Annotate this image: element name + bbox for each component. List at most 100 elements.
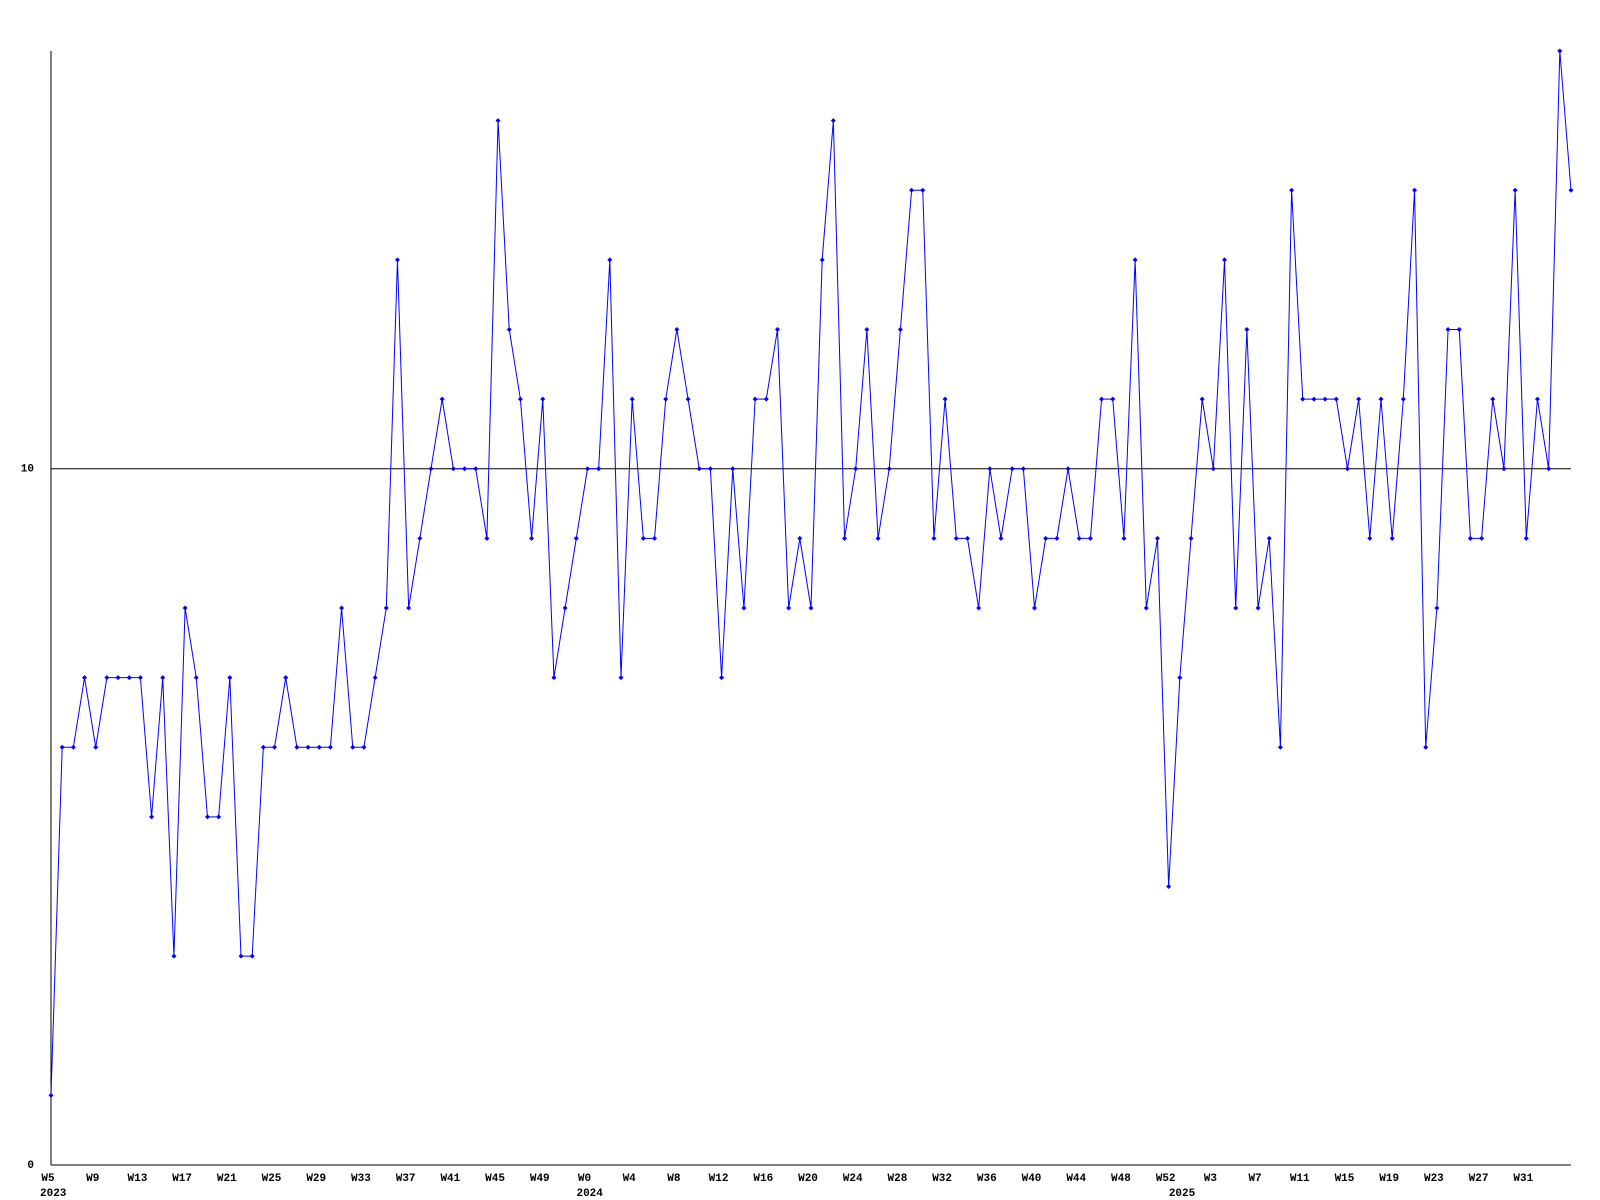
point-marker	[618, 675, 624, 681]
point-marker	[942, 396, 948, 402]
x-tick-label: W28	[888, 1173, 908, 1185]
point-marker	[1009, 466, 1015, 472]
point-marker	[48, 1092, 54, 1098]
point-marker	[719, 675, 725, 681]
point-marker	[976, 605, 982, 611]
point-marker	[1177, 675, 1183, 681]
point-marker	[842, 535, 848, 541]
point-marker	[238, 953, 244, 959]
point-marker	[1412, 187, 1418, 193]
point-marker	[584, 466, 590, 472]
x-tick-label: W7	[1248, 1173, 1261, 1185]
point-marker	[59, 744, 65, 750]
point-marker	[663, 396, 669, 402]
point-marker	[774, 327, 780, 332]
point-marker	[1300, 396, 1306, 402]
point-marker	[529, 535, 535, 541]
x-tick-label: W32	[932, 1173, 952, 1185]
point-marker	[696, 466, 702, 472]
point-marker	[1210, 466, 1216, 472]
point-marker	[517, 396, 523, 402]
x-tick-label: W40	[1022, 1173, 1042, 1185]
x-tick-label: W23	[1424, 1173, 1444, 1185]
point-marker	[1311, 396, 1317, 402]
year-label: 2023	[40, 1188, 67, 1200]
x-tick-label: W20	[798, 1173, 818, 1185]
point-marker	[249, 953, 255, 959]
point-marker	[484, 535, 490, 541]
point-marker	[1445, 327, 1451, 332]
x-tick-label: W31	[1513, 1173, 1533, 1185]
point-marker	[283, 675, 289, 681]
point-marker	[1154, 535, 1160, 541]
point-marker	[1557, 48, 1563, 54]
point-marker	[886, 466, 892, 472]
point-marker	[1367, 535, 1373, 541]
point-marker	[1222, 257, 1228, 263]
point-marker	[417, 535, 423, 541]
x-tick-label: W13	[128, 1173, 148, 1185]
point-marker	[1266, 535, 1272, 541]
point-marker	[171, 953, 177, 959]
point-marker	[1333, 396, 1339, 402]
point-marker	[551, 675, 557, 681]
point-marker	[797, 535, 803, 541]
point-marker	[1199, 396, 1205, 402]
point-marker	[1054, 535, 1060, 541]
point-marker	[1065, 466, 1071, 472]
point-marker	[808, 605, 814, 611]
point-marker	[126, 675, 132, 681]
point-marker	[305, 744, 311, 750]
point-marker	[752, 396, 758, 402]
point-marker	[104, 675, 110, 681]
point-marker	[953, 535, 959, 541]
x-tick-label: W21	[217, 1173, 237, 1185]
x-tick-label: W27	[1469, 1173, 1489, 1185]
point-marker	[227, 675, 233, 681]
point-marker	[462, 466, 468, 472]
point-marker	[1166, 884, 1172, 889]
point-marker	[1289, 187, 1295, 193]
point-marker	[1277, 744, 1283, 750]
x-tick-label: W8	[667, 1173, 681, 1185]
x-tick-label: W49	[530, 1173, 550, 1185]
point-marker	[294, 744, 300, 750]
data-line	[50, 50, 1572, 1096]
point-marker	[316, 744, 322, 750]
point-marker	[428, 466, 434, 472]
point-marker	[149, 814, 155, 820]
point-marker	[1546, 466, 1552, 472]
point-marker	[1099, 396, 1105, 402]
point-marker	[1244, 327, 1250, 332]
x-tick-label: W9	[86, 1173, 99, 1185]
point-marker	[361, 744, 367, 750]
point-marker	[573, 535, 579, 541]
x-tick-label: W4	[623, 1173, 637, 1185]
y-tick-label: 10	[21, 464, 34, 476]
point-marker	[853, 466, 859, 472]
point-marker	[685, 396, 691, 402]
x-tick-label: W24	[843, 1173, 863, 1185]
point-marker	[1523, 535, 1529, 541]
point-marker	[1344, 466, 1350, 472]
point-marker	[1378, 396, 1384, 402]
x-tick-label: W37	[396, 1173, 416, 1185]
point-marker	[1479, 535, 1485, 541]
x-tick-label: W45	[485, 1173, 505, 1185]
x-tick-label: W0	[578, 1173, 591, 1185]
point-marker	[931, 535, 937, 541]
y-tick-label: 0	[27, 1160, 34, 1172]
point-marker	[1322, 396, 1328, 402]
point-marker	[1400, 396, 1406, 402]
x-tick-label: W29	[306, 1173, 326, 1185]
point-marker	[629, 396, 635, 402]
x-tick-label: W12	[709, 1173, 729, 1185]
point-marker	[819, 257, 825, 263]
point-marker	[70, 744, 76, 750]
point-marker	[674, 327, 680, 332]
point-marker	[1110, 396, 1116, 402]
point-marker	[741, 605, 747, 611]
point-marker	[1143, 605, 1149, 611]
point-marker	[272, 744, 278, 750]
